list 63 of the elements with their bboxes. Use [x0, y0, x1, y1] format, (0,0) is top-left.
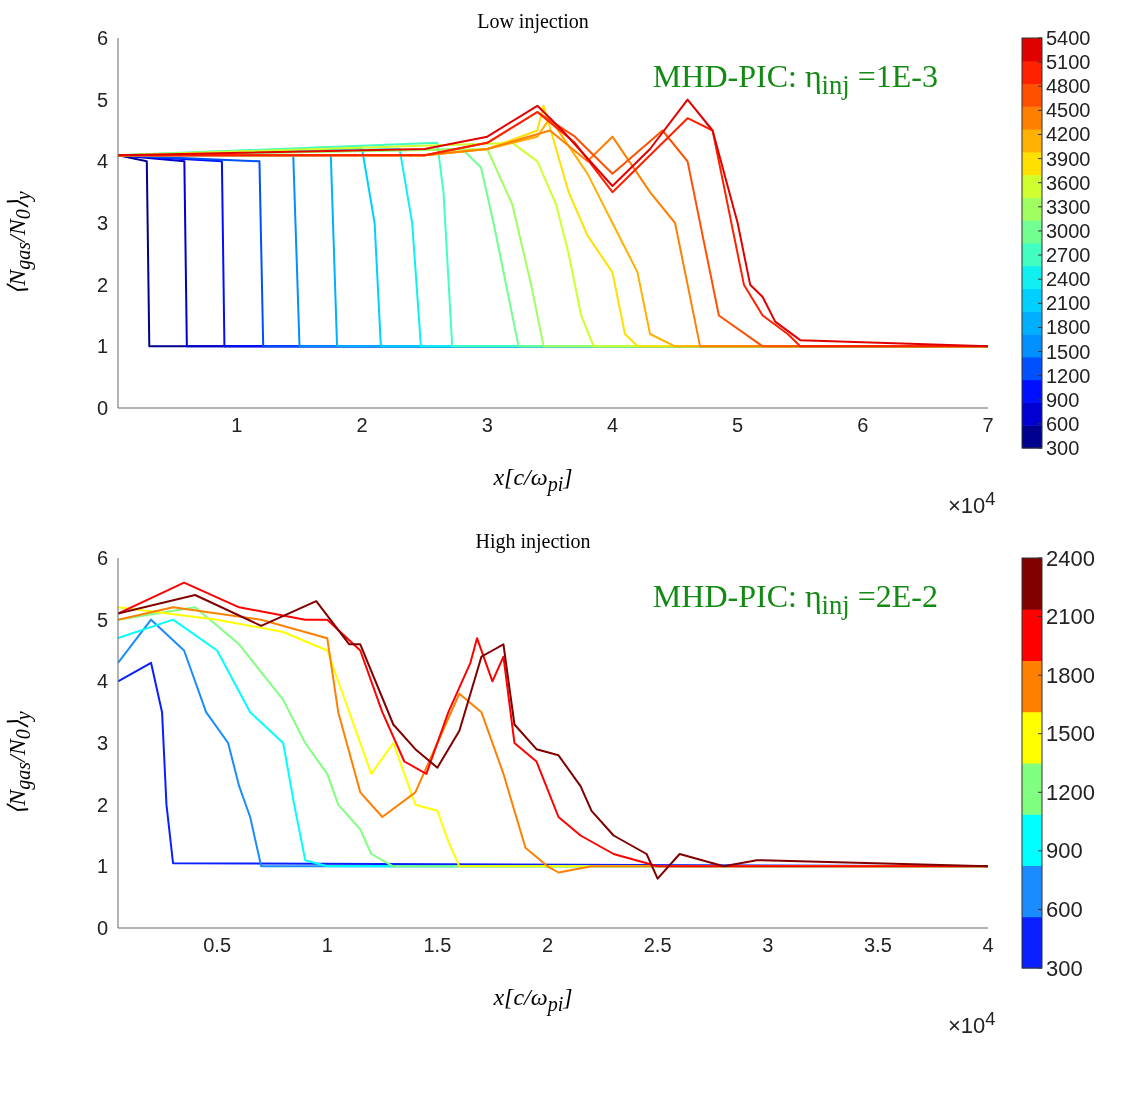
- color-bar-label: 3000: [1046, 219, 1091, 242]
- x-tick-label: 7: [982, 414, 994, 437]
- color-bar-label: 5100: [1046, 51, 1091, 74]
- text: ×10$^{4}$: [948, 1008, 996, 1039]
- y-tick-label: 0: [96, 397, 108, 420]
- color-bar-label: 5400: [1046, 27, 1091, 49]
- color-bar-label: 1200: [1046, 779, 1095, 805]
- color-bar-label: 4800: [1046, 75, 1091, 98]
- x-tick-label: 2: [356, 414, 368, 437]
- color-bar-label: 1200: [1046, 364, 1091, 387]
- y-tick-label: 1: [96, 335, 108, 358]
- chart-title: High injection: [475, 530, 591, 552]
- annotation: MHD-PIC: η$_{inj}$ =2E-2: [652, 578, 938, 621]
- color-bar-label: 300: [1046, 437, 1080, 459]
- color-bar-label: 300: [1046, 955, 1083, 981]
- x-axis-title: x[c/ω$_{pi}$]: [493, 464, 573, 495]
- color-bar-label: 3900: [1046, 147, 1091, 170]
- color-bar-label: 900: [1046, 388, 1080, 411]
- y-tick-label: 4: [96, 670, 108, 693]
- y-tick-label: 2: [96, 273, 108, 296]
- y-tick-label: 0: [96, 917, 108, 940]
- y-tick-label: 2: [96, 793, 108, 816]
- x-tick-label: 3: [481, 414, 493, 437]
- color-bar-label: 600: [1046, 896, 1083, 922]
- color-bar-label: 1500: [1046, 721, 1095, 747]
- color-bar-label: 2400: [1046, 545, 1095, 571]
- x-tick-label: 1: [321, 934, 333, 957]
- x-tick-label: 3: [762, 934, 774, 957]
- color-bar-label: 2400: [1046, 268, 1091, 291]
- x-tick-label: 4: [606, 414, 619, 437]
- x-axis-title: x[c/ω$_{pi}$]: [493, 984, 573, 1015]
- color-bar-label: 2700: [1046, 244, 1091, 267]
- x-tick-label: 2.5: [643, 934, 672, 957]
- y-tick-label: 5: [96, 608, 108, 631]
- x-tick-label: 6: [857, 414, 869, 437]
- x-tick-label: 4: [982, 934, 994, 957]
- color-bar-label: 900: [1046, 838, 1083, 864]
- y-tick-label: 5: [96, 88, 108, 111]
- x-tick-label: 5: [732, 414, 744, 437]
- annotation: MHD-PIC: η$_{inj}$ =1E-3: [652, 58, 938, 101]
- x-tick-label: 2: [541, 934, 554, 957]
- color-bar-label: 600: [1046, 412, 1080, 435]
- y-tick-label: 1: [96, 855, 108, 878]
- y-tick-label: 4: [96, 150, 108, 173]
- y-tick-label: 6: [96, 27, 108, 50]
- color-bar-label: 1800: [1046, 316, 1091, 339]
- chart-title: Low injection: [477, 10, 589, 32]
- y-tick-label: 6: [96, 547, 108, 570]
- color-bar-label: 3300: [1046, 195, 1091, 218]
- x-tick-label: 3.5: [863, 934, 892, 957]
- color-bar-label: 3600: [1046, 171, 1091, 194]
- color-bar-label: 2100: [1046, 604, 1095, 630]
- y-tick-label: 3: [96, 212, 108, 235]
- color-bar-label: 1500: [1046, 340, 1091, 363]
- color-bar-label: 1800: [1046, 662, 1095, 688]
- text: ×10$^{4}$: [948, 488, 996, 519]
- color-bar-label: 2100: [1046, 292, 1091, 315]
- y-tick-label: 3: [96, 732, 108, 755]
- color-bar-label: 4500: [1046, 99, 1091, 122]
- color-bar-label: 4200: [1046, 123, 1091, 146]
- x-tick-label: 1: [231, 414, 243, 437]
- x-tick-label: 0.5: [203, 934, 232, 957]
- x-tick-label: 1.5: [423, 934, 452, 957]
